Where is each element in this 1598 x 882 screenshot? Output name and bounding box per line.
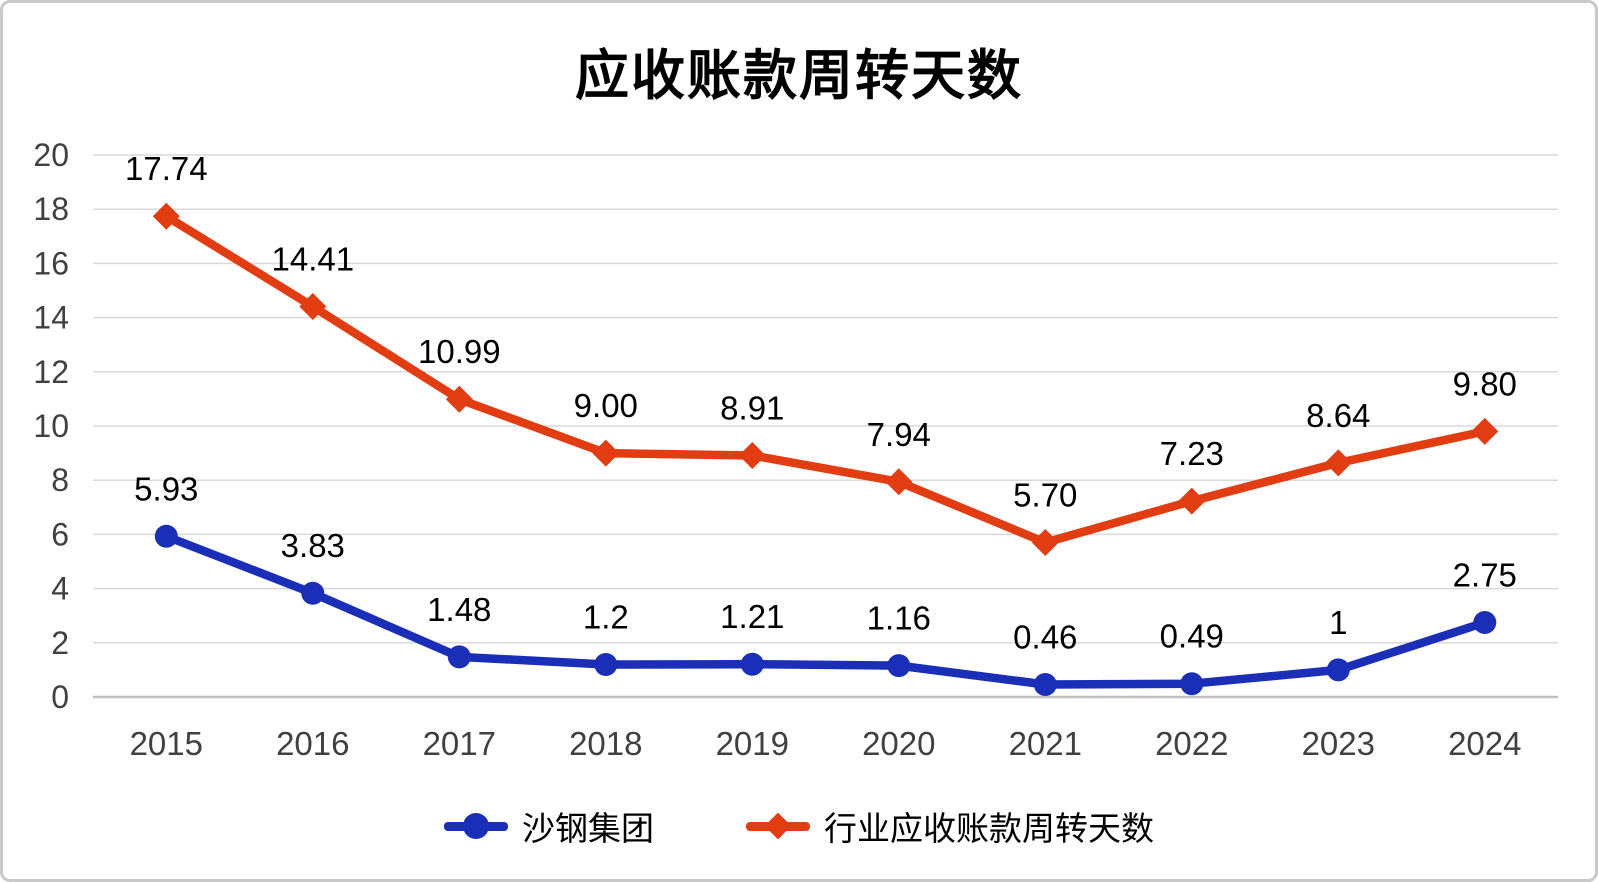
plot-area: 0 2 4 6 8 10 12 14 16 18 20 2015 2016 2017 2018 2019 202… [33, 137, 1558, 762]
data-point-marker [447, 645, 471, 669]
y-axis-tick-label: 16 [33, 245, 69, 281]
x-axis-tick-label: 2018 [569, 725, 642, 762]
data-label: 0.46 [1013, 619, 1077, 656]
data-label: 5.93 [134, 470, 198, 507]
chart-title: 应收账款周转天数 [575, 43, 1023, 107]
data-point-marker [152, 202, 180, 230]
x-axis-tick-label: 2022 [1155, 725, 1228, 762]
data-label: 1.16 [867, 600, 931, 637]
data-point-marker [740, 652, 764, 676]
data-label: 14.41 [272, 241, 355, 278]
y-axis-tick-label: 20 [33, 137, 69, 173]
data-point-marker [594, 653, 618, 676]
x-axis-tick-label: 2016 [276, 725, 349, 762]
y-axis-tick-label: 2 [51, 625, 69, 661]
y-axis-tick-label: 14 [33, 300, 69, 336]
x-axis-tick-label: 2017 [423, 725, 496, 762]
diamond-marker-icon [764, 812, 792, 840]
data-label: 8.64 [1306, 397, 1370, 434]
data-label: 5.70 [1013, 477, 1077, 514]
data-point-marker [1180, 672, 1204, 696]
y-axis-tick-label: 0 [51, 679, 69, 715]
y-axis-tick-label: 6 [51, 516, 69, 552]
circle-marker-icon [463, 813, 489, 839]
x-axis-tick-label: 2019 [716, 725, 789, 762]
data-label: 1.2 [583, 599, 629, 636]
legend-label: 行业应收账款周转天数 [824, 809, 1154, 848]
data-point-marker [738, 442, 766, 469]
x-axis-tick-label: 2024 [1448, 725, 1521, 762]
legend-item-industry: 行业应收账款周转天数 [746, 802, 1154, 850]
data-label: 9.00 [574, 387, 638, 424]
data-point-marker [1471, 417, 1499, 445]
data-point-marker [887, 654, 911, 678]
data-point-marker [1033, 673, 1057, 696]
data-point-marker [154, 524, 178, 548]
x-axis-tick-label: 2021 [1009, 725, 1082, 762]
data-label: 0.49 [1160, 618, 1224, 655]
data-point-marker [299, 293, 327, 320]
data-label: 9.80 [1453, 365, 1517, 402]
data-point-marker [1178, 487, 1206, 515]
data-label: 1.48 [427, 591, 491, 628]
data-label: 17.74 [125, 150, 208, 187]
x-axis-tick-label: 2023 [1302, 725, 1375, 762]
y-axis-tick-label: 12 [33, 354, 69, 390]
legend-label: 沙钢集团 [522, 809, 654, 848]
data-point-marker [592, 439, 620, 467]
data-label: 7.23 [1160, 435, 1224, 472]
x-axis-tick-label: 2020 [862, 725, 935, 762]
data-point-marker [301, 581, 325, 605]
x-axis-tick-label: 2015 [130, 725, 203, 762]
data-point-marker [445, 385, 473, 413]
data-label: 2.75 [1453, 557, 1517, 594]
y-axis-tick-label: 10 [33, 408, 69, 444]
data-label: 10.99 [418, 333, 501, 370]
data-point-marker [885, 468, 913, 496]
y-axis-tick-label: 8 [51, 462, 69, 498]
series-line [162, 211, 1490, 547]
data-label: 3.83 [281, 527, 345, 564]
data-label: 1.21 [720, 598, 784, 635]
data-point-marker [1473, 611, 1497, 634]
data-label: 7.94 [867, 416, 931, 453]
legend-item-shagang: 沙钢集团 [444, 802, 654, 850]
y-axis-tick-label: 18 [33, 191, 69, 227]
data-label: 8.91 [720, 390, 784, 427]
series-line [162, 532, 1490, 689]
y-axis-tick-label: 4 [51, 571, 69, 607]
legend: 沙钢集团 行业应收账款周转天数 [3, 802, 1595, 850]
data-point-marker [1324, 449, 1352, 477]
legend-line-swatch-blue [444, 813, 508, 839]
data-label: 1 [1329, 604, 1347, 641]
legend-line-swatch-red [746, 812, 810, 840]
data-point-marker [1031, 529, 1059, 556]
data-point-marker [1326, 658, 1350, 682]
